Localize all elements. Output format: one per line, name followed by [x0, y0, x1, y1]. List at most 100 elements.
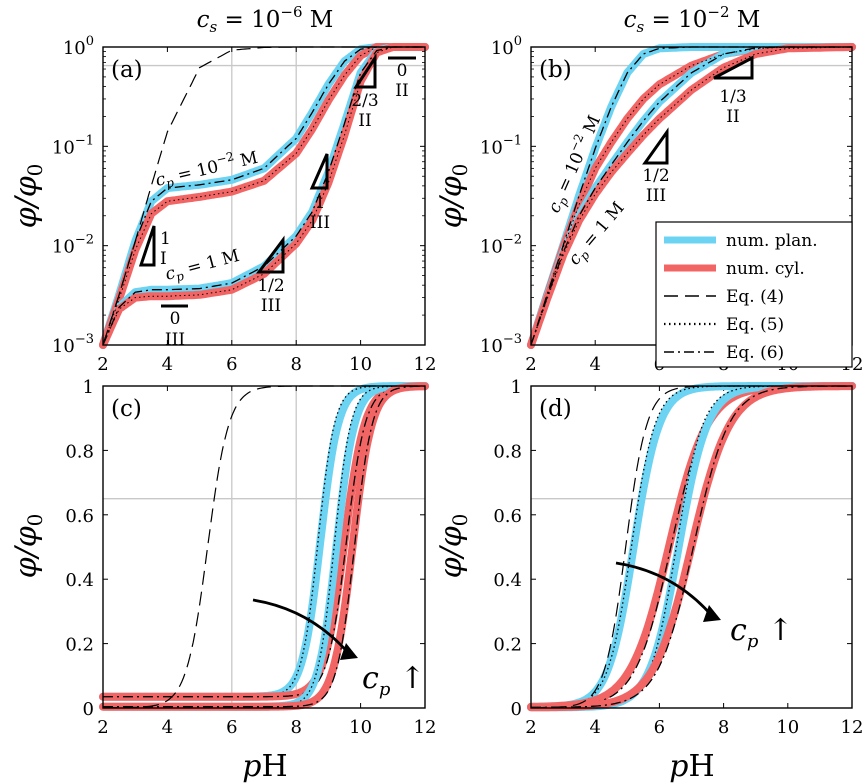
legend-label: Eq. (4) — [726, 287, 784, 307]
panel-label: (b) — [539, 57, 572, 83]
x-tick-label: 2 — [525, 717, 536, 738]
series-line-num-plan-1-M- — [99, 382, 429, 711]
y-tick-label: 0.6 — [65, 506, 94, 527]
slope-label: 1/3 — [719, 87, 746, 107]
y-tick-label: 10−3 — [480, 332, 522, 357]
slope-triangle-1-3-II — [713, 55, 754, 80]
slope-label: 1/2 — [642, 166, 669, 186]
series-line-eq5-0 — [530, 46, 852, 346]
series-line-eq-0 — [103, 385, 425, 698]
column-title-left: cs = 10−6 M — [197, 3, 334, 36]
xlabel-right: pH — [669, 749, 714, 784]
x-tick-label: 4 — [162, 354, 173, 375]
y-tick-label: 0.8 — [493, 441, 522, 462]
panel-2: 2 4 6 8 10 12 0 0.2 0.4 0.6 0.8 1 (c) cp ↑ — [65, 377, 436, 738]
series-line-num-cyl-10-2-M- — [99, 382, 429, 701]
y-tick-label: 0.6 — [493, 506, 522, 527]
panel-3: 2 4 6 8 10 12 0 0.2 0.4 0.6 0.8 1 (d) cp ↑ — [493, 377, 863, 738]
column-title-right: cs = 10−2 M — [624, 3, 761, 36]
series-line-eq6-1 — [530, 46, 852, 346]
cp-arrow-label: cp ↑ — [362, 661, 425, 700]
y-tick-label: 0.4 — [65, 570, 94, 591]
slope-label: 0 — [170, 309, 181, 329]
slope-label: 1 — [160, 229, 171, 249]
x-tick-label: 12 — [414, 354, 437, 375]
y-tick-label: 0.2 — [65, 635, 94, 656]
y-tick-label: 0.2 — [493, 635, 522, 656]
x-tick-label: 8 — [290, 717, 301, 738]
axes-frame — [102, 385, 426, 709]
panel-label: (d) — [539, 396, 572, 422]
x-tick-label: 8 — [718, 717, 729, 738]
x-tick-label: 12 — [841, 717, 864, 738]
x-tick-label: 2 — [525, 354, 536, 375]
y-tick-label: 100 — [491, 34, 522, 59]
y-tick-label: 0 — [83, 699, 94, 720]
x-tick-label: 4 — [589, 717, 600, 738]
slope-label: III — [646, 186, 666, 206]
y-tick-label: 10−3 — [52, 332, 94, 357]
cp-arrow-label: cp ↑ — [730, 613, 793, 652]
slope-triangle-1-I — [138, 225, 156, 267]
slope-label: 0 — [397, 61, 408, 81]
series-line-eq-2 — [103, 385, 425, 708]
panel-a-annotations: cp = 10−2 Mcp = 1 M1I0III1/2III1III2/3II… — [138, 52, 416, 350]
x-tick-label: 6 — [226, 717, 237, 738]
legend-label: num. plan. — [726, 231, 818, 251]
series-line-eq-3 — [103, 385, 425, 708]
x-tick-label: 6 — [654, 717, 665, 738]
legend-label: Eq. (5) — [726, 315, 784, 335]
x-tick-label: 2 — [97, 354, 108, 375]
cp-arrowhead — [340, 643, 358, 660]
slope-label: III — [310, 213, 330, 233]
y-tick-label: 100 — [63, 34, 94, 59]
y-tick-label: 1 — [511, 377, 522, 398]
panel-label: (a) — [111, 57, 143, 83]
x-tick-label: 10 — [349, 717, 372, 738]
xlabel-left: pH — [242, 749, 287, 784]
x-tick-label: 4 — [162, 717, 173, 738]
legend: num. plan. num. cyl. Eq. (4) Eq. (5) Eq. (6) — [655, 221, 853, 368]
slope-label: III — [165, 330, 185, 350]
slope-label: II — [395, 81, 408, 101]
x-tick-label: 2 — [97, 717, 108, 738]
y-tick-label: 0.4 — [493, 570, 522, 591]
series-line-eq5-0 — [102, 46, 425, 346]
series-line-eq-3 — [531, 385, 852, 708]
ylabel-top: φ/φ0 — [9, 164, 47, 229]
y-tick-label: 10−2 — [52, 233, 94, 258]
series-line-num-cyl-1-M- — [527, 382, 856, 712]
slope-label: 2/3 — [351, 91, 378, 111]
y-tick-label: 10−1 — [52, 133, 94, 158]
legend-box — [655, 221, 853, 368]
legend-label: Eq. (6) — [726, 343, 784, 363]
slope-triangle-1-III — [309, 153, 329, 190]
cp-arrow — [252, 598, 352, 656]
cp-arrow — [615, 561, 715, 618]
ylabel-top-right: φ/φ0 — [434, 164, 472, 229]
slope-label: II — [726, 107, 739, 127]
y-tick-label: 1 — [83, 377, 94, 398]
series-line-Eq-4- — [103, 385, 425, 709]
x-tick-label: 12 — [414, 717, 437, 738]
slope-label: 1/2 — [257, 276, 284, 296]
series-line-eq-1 — [103, 385, 425, 698]
x-tick-label: 4 — [589, 354, 600, 375]
axes-frame — [102, 46, 426, 346]
y-tick-label: 10−1 — [480, 133, 522, 158]
ylabel-bottom: φ/φ0 — [9, 514, 47, 579]
y-tick-label: 0 — [511, 699, 522, 720]
series-line-num-cyl-1-M- — [99, 382, 429, 711]
slope-label: I — [160, 249, 167, 269]
x-tick-label: 10 — [349, 354, 372, 375]
slope-label: II — [358, 111, 371, 131]
x-tick-label: 10 — [776, 717, 799, 738]
x-tick-label: 8 — [290, 354, 301, 375]
series-line-num-cyl--3 — [527, 43, 856, 349]
series-line-num-plan-10-2-M- — [99, 382, 429, 701]
axes-frame — [530, 385, 853, 709]
panel-label: (c) — [111, 396, 142, 422]
